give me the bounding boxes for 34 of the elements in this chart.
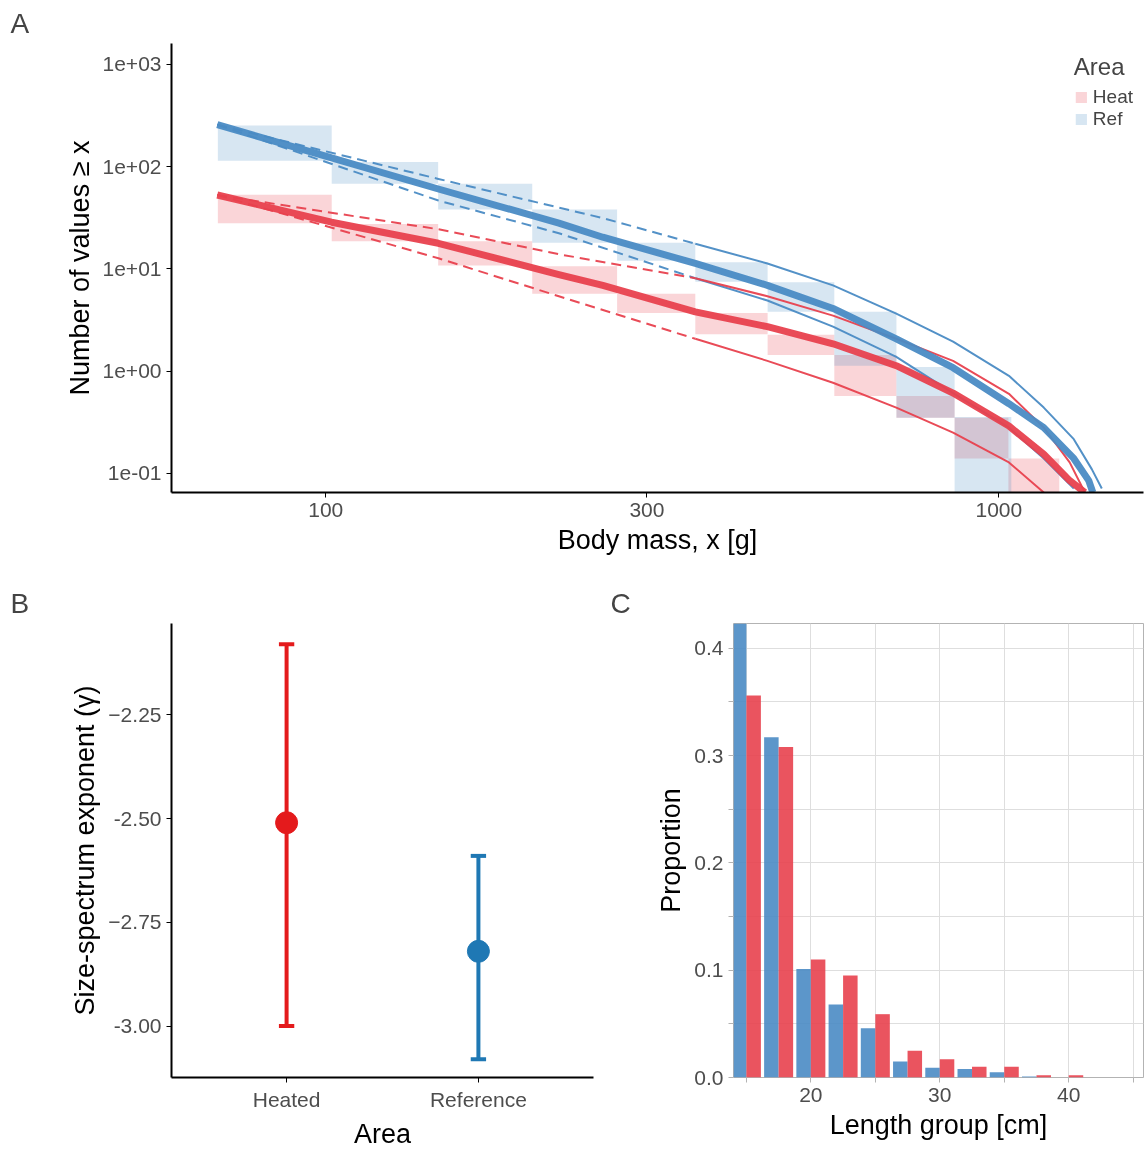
x-axis-title: Body mass, x [g] bbox=[557, 524, 758, 555]
legend-title: Area bbox=[1073, 53, 1126, 81]
x-tick-label: 1000 bbox=[975, 497, 1023, 521]
y-tick-label: 1e+03 bbox=[102, 52, 162, 76]
legend-label: Heat bbox=[1092, 86, 1133, 108]
y-axis-title: Proportion bbox=[656, 788, 687, 913]
y-tick-label: 0.2 bbox=[694, 850, 724, 874]
y-tick-label: 1e+01 bbox=[102, 256, 162, 280]
y-tick-label: −2.75 bbox=[108, 910, 162, 934]
chart-title: B bbox=[10, 587, 30, 619]
chart-title: A bbox=[10, 7, 30, 39]
x-tick-label: 20 bbox=[799, 1082, 823, 1106]
y-tick-label: 1e+02 bbox=[102, 154, 162, 178]
y-tick-label: 1e-01 bbox=[107, 461, 162, 485]
x-axis-title: Area bbox=[353, 1118, 412, 1149]
chart-title: C bbox=[610, 587, 631, 619]
x-tick-label: Heated bbox=[252, 1087, 321, 1111]
y-axis-title: Number of values ≥ x bbox=[64, 140, 95, 396]
y-tick-label: 0.1 bbox=[694, 958, 724, 982]
x-tick-label: 300 bbox=[629, 497, 665, 521]
y-tick-label: 0.4 bbox=[694, 636, 724, 660]
x-tick-label: 40 bbox=[1057, 1082, 1081, 1106]
x-axis-title: Length group [cm] bbox=[829, 1109, 1048, 1140]
y-tick-label: -3.00 bbox=[113, 1014, 162, 1038]
x-tick-label: 30 bbox=[928, 1082, 952, 1106]
y-tick-label: 0.3 bbox=[694, 743, 724, 767]
y-tick-label: 0.0 bbox=[694, 1065, 724, 1089]
legend-label: Ref bbox=[1092, 108, 1123, 130]
y-tick-label: 1e+00 bbox=[102, 359, 162, 383]
y-tick-label: -2.50 bbox=[113, 806, 162, 830]
y-tick-label: −2.25 bbox=[108, 702, 162, 726]
x-tick-label: 100 bbox=[308, 497, 344, 521]
x-tick-label: Reference bbox=[429, 1087, 527, 1111]
y-axis-title: Size-spectrum exponent (γ) bbox=[70, 685, 101, 1016]
